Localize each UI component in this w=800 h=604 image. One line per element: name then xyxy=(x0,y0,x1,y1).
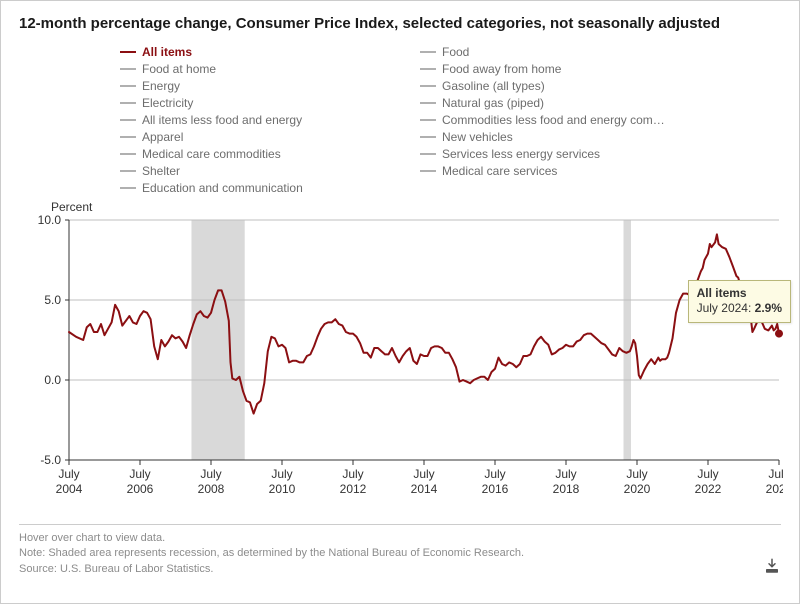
legend-label: New vehicles xyxy=(442,129,513,145)
legend-item[interactable]: Natural gas (piped) xyxy=(420,95,680,111)
legend-swatch xyxy=(420,170,436,172)
legend-item[interactable]: Energy xyxy=(120,78,380,94)
legend-label: Food at home xyxy=(142,61,216,77)
legend-swatch xyxy=(420,68,436,70)
legend-label: Shelter xyxy=(142,163,180,179)
chart-title: 12-month percentage change, Consumer Pri… xyxy=(19,15,781,34)
legend-label: Commodities less food and energy com… xyxy=(442,112,665,128)
legend-item[interactable]: Food xyxy=(420,44,680,60)
tooltip-value: 2.9% xyxy=(755,301,782,315)
svg-text:July: July xyxy=(58,467,79,481)
legend: All items Food Food at home Food away from … xyxy=(120,44,680,196)
note-recession: Note: Shaded area represents recession, … xyxy=(19,546,781,561)
svg-text:0.0: 0.0 xyxy=(44,373,61,387)
svg-text:2022: 2022 xyxy=(695,482,722,496)
legend-swatch xyxy=(420,102,436,104)
svg-text:July: July xyxy=(555,467,576,481)
legend-label: Medical care services xyxy=(442,163,557,179)
legend-swatch xyxy=(120,102,136,104)
legend-label: Education and communication xyxy=(142,180,303,196)
line-chart[interactable]: -5.00.05.010.0July2004July2006July2008Ju… xyxy=(19,202,783,512)
svg-text:2006: 2006 xyxy=(127,482,154,496)
svg-text:2024: 2024 xyxy=(766,482,783,496)
legend-swatch xyxy=(420,119,436,121)
legend-swatch xyxy=(120,170,136,172)
legend-label: Food away from home xyxy=(442,61,561,77)
legend-label: Medical care commodities xyxy=(142,146,281,162)
chart-notes: Hover over chart to view data. Note: Sha… xyxy=(19,524,781,577)
legend-swatch xyxy=(120,187,136,189)
tooltip-series: All items xyxy=(697,286,747,300)
svg-text:2020: 2020 xyxy=(624,482,651,496)
legend-item[interactable]: Education and communication xyxy=(120,180,380,196)
svg-text:July: July xyxy=(342,467,363,481)
svg-text:July: July xyxy=(129,467,150,481)
legend-item[interactable]: All items xyxy=(120,44,380,60)
y-axis-title: Percent xyxy=(51,200,92,214)
svg-text:July: July xyxy=(484,467,505,481)
legend-swatch xyxy=(120,119,136,121)
legend-item[interactable]: Gasoline (all types) xyxy=(420,78,680,94)
legend-swatch xyxy=(120,85,136,87)
legend-label: Natural gas (piped) xyxy=(442,95,544,111)
legend-swatch xyxy=(120,136,136,138)
svg-text:5.0: 5.0 xyxy=(44,293,61,307)
legend-item[interactable]: Food away from home xyxy=(420,61,680,77)
svg-text:July: July xyxy=(271,467,292,481)
legend-label: Energy xyxy=(142,78,180,94)
legend-swatch xyxy=(120,153,136,155)
svg-text:2008: 2008 xyxy=(198,482,225,496)
legend-item[interactable]: Commodities less food and energy com… xyxy=(420,112,680,128)
legend-item[interactable]: All items less food and energy xyxy=(120,112,380,128)
legend-label: Food xyxy=(442,44,469,60)
tooltip: All items July 2024: 2.9% xyxy=(688,280,791,323)
svg-text:July: July xyxy=(200,467,221,481)
legend-swatch xyxy=(420,136,436,138)
svg-text:July: July xyxy=(768,467,783,481)
svg-text:2004: 2004 xyxy=(56,482,83,496)
legend-item[interactable]: Electricity xyxy=(120,95,380,111)
chart-card: 12-month percentage change, Consumer Pri… xyxy=(0,0,800,604)
svg-text:2016: 2016 xyxy=(482,482,509,496)
legend-label: All items less food and energy xyxy=(142,112,302,128)
svg-text:2014: 2014 xyxy=(411,482,438,496)
legend-label: Electricity xyxy=(142,95,193,111)
svg-text:July: July xyxy=(413,467,434,481)
legend-label: Services less energy services xyxy=(442,146,600,162)
legend-swatch xyxy=(120,51,136,53)
legend-item[interactable]: Medical care commodities xyxy=(120,146,380,162)
download-icon[interactable] xyxy=(763,557,781,575)
chart-area[interactable]: Percent -5.00.05.010.0July2004July2006Ju… xyxy=(19,202,783,512)
legend-item[interactable]: New vehicles xyxy=(420,129,680,145)
tooltip-date: July 2024: xyxy=(697,301,752,315)
note-hover: Hover over chart to view data. xyxy=(19,531,781,546)
legend-swatch xyxy=(120,68,136,70)
svg-text:July: July xyxy=(626,467,647,481)
svg-text:10.0: 10.0 xyxy=(38,213,62,227)
legend-swatch xyxy=(420,85,436,87)
svg-text:2018: 2018 xyxy=(553,482,580,496)
legend-item[interactable]: Apparel xyxy=(120,129,380,145)
svg-text:-5.0: -5.0 xyxy=(40,453,61,467)
legend-label: Apparel xyxy=(142,129,183,145)
legend-label: Gasoline (all types) xyxy=(442,78,545,94)
svg-text:July: July xyxy=(697,467,718,481)
legend-label: All items xyxy=(142,44,192,60)
legend-item[interactable]: Food at home xyxy=(120,61,380,77)
legend-item[interactable]: Shelter xyxy=(120,163,380,179)
note-source: Source: U.S. Bureau of Labor Statistics. xyxy=(19,562,781,577)
svg-text:2012: 2012 xyxy=(340,482,367,496)
svg-text:2010: 2010 xyxy=(269,482,296,496)
legend-item[interactable]: Medical care services xyxy=(420,163,680,179)
legend-item[interactable]: Services less energy services xyxy=(420,146,680,162)
legend-swatch xyxy=(420,51,436,53)
legend-swatch xyxy=(420,153,436,155)
